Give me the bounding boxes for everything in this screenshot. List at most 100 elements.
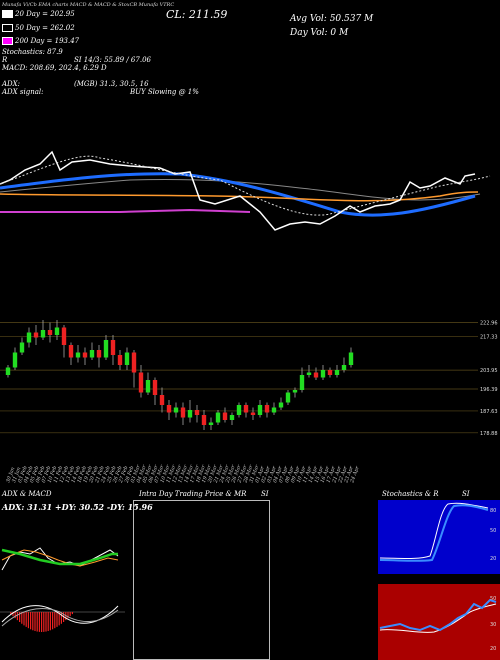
adx-label: ADX:	[2, 80, 21, 88]
candle-body	[40, 330, 46, 338]
avg-volume: Avg Vol: 50.537 M	[290, 14, 374, 24]
stochastics-text: Stochastics: 87.9	[2, 48, 63, 56]
price-axis-label: 222.96	[480, 321, 498, 327]
intraday-panel: Intra Day Trading Price & MR SI	[133, 490, 270, 660]
macd-histogram-bar	[43, 612, 45, 632]
candle-body	[264, 405, 270, 413]
candle-body	[334, 370, 340, 375]
ma50-line	[0, 155, 491, 216]
date-tick-label: 12 Feb	[59, 465, 71, 483]
date-tick-label: 26 Feb	[112, 465, 124, 484]
date-tick-label: 21 Feb	[94, 465, 106, 484]
candle-body	[222, 412, 228, 420]
macd-histogram-bar	[60, 612, 62, 624]
candle-body	[82, 352, 88, 358]
date-tick-label: 24 Feb	[100, 465, 112, 484]
date-tick-label: 30 Jan	[5, 466, 16, 483]
candle-body	[54, 327, 60, 335]
candle-body	[320, 370, 326, 378]
date-tick-label: 20 Feb	[88, 465, 100, 484]
panel-title-adx-macd: ADX & MACD	[2, 490, 52, 498]
rsi-50: 50	[490, 596, 496, 602]
candle-body	[19, 342, 25, 353]
date-tick-label: 31 Jan	[11, 466, 22, 483]
candle-body	[110, 340, 116, 355]
candle-body	[243, 405, 249, 413]
date-tick-label: 01 Apr	[254, 465, 266, 484]
candle-body	[306, 372, 312, 375]
ma-grey-line	[0, 178, 481, 201]
candle-body	[257, 405, 263, 415]
price-axis-label: 187.63	[480, 409, 498, 415]
date-tick-label: 06 Feb	[35, 465, 47, 483]
candle-body	[96, 350, 102, 358]
ma200-label: 200 Day = 193.47	[15, 37, 80, 45]
candle-body	[327, 370, 333, 375]
ma20-line	[0, 150, 476, 231]
adx-macd-svg	[0, 547, 125, 632]
macd-histogram-bar	[12, 612, 14, 617]
candle-body	[89, 350, 95, 358]
date-tick-label: 10 Feb	[47, 465, 59, 483]
candle-body	[250, 412, 256, 415]
candle-body	[173, 407, 179, 413]
candle-body	[285, 392, 291, 403]
ma50-swatch	[2, 24, 13, 32]
macd-histogram-bar	[47, 612, 49, 632]
candle-body	[68, 345, 74, 358]
macd-histogram-bar	[16, 612, 18, 621]
macd-histogram-bar	[45, 612, 47, 632]
date-tick-label: 25 Feb	[106, 465, 118, 484]
chart-header: Munafa Vi/Cb EMA charts MACD & MACD & St…	[2, 2, 175, 8]
macd-histogram-bar	[38, 612, 40, 632]
stoch-k-line	[379, 502, 489, 559]
macd-histogram-bar	[27, 612, 29, 629]
dy-line	[1, 549, 119, 567]
panel-title-stoch: Stochastics & R	[382, 490, 439, 498]
macd-line	[1, 605, 119, 624]
price-axis-label: 217.33	[480, 335, 498, 341]
rsi-20: 20	[490, 646, 496, 652]
macd-histogram-bar	[52, 612, 54, 630]
candle-body	[131, 352, 137, 373]
price-axis-label: 178.88	[480, 431, 498, 437]
price-axis-label: 203.95	[480, 368, 498, 374]
stoch-50: 50	[490, 528, 496, 534]
candle-body	[180, 407, 186, 418]
candle-body	[187, 410, 193, 418]
date-tick-label: 18 Feb	[76, 465, 88, 483]
legend-ma50: 50 Day = 262.02	[2, 24, 75, 32]
date-tick-label: 04 Apr	[272, 465, 284, 484]
stoch-d-line	[379, 504, 489, 562]
date-tick-label: 19 Feb	[82, 465, 94, 483]
price-chart: 222.96 217.33 203.95 196.39 187.63 178.88 30 …	[0, 320, 498, 485]
ma-blue-line	[0, 172, 476, 217]
date-tick-label: 09 Apr	[290, 465, 302, 484]
rsi-values: SI 14/3: 55.89 / 67.06	[74, 56, 151, 64]
date-tick-label: 03 Apr	[266, 465, 278, 484]
macd-histogram-bar	[10, 612, 12, 615]
date-tick-label: 11 Feb	[53, 465, 65, 483]
adx-values-display: ADX: 31.31 +DY: 30.52 -DY: 15.96	[2, 502, 153, 512]
panel-title-si: SI	[261, 490, 269, 498]
date-tick-label: 11 Apr	[302, 465, 314, 484]
date-tick-label: 04 Feb	[23, 465, 35, 483]
macd-histogram-bar	[14, 612, 16, 619]
date-tick-label: 14 Feb	[70, 465, 82, 483]
macd-histogram-bar	[71, 612, 73, 615]
candle-body	[271, 407, 277, 413]
candle-body	[215, 412, 221, 423]
candle-body	[152, 380, 158, 395]
candle-body	[75, 352, 81, 358]
candle-body	[313, 372, 319, 378]
candle-body	[236, 405, 242, 415]
candle-body	[61, 327, 67, 345]
candle-body	[145, 380, 151, 393]
ma-chart	[0, 150, 491, 231]
macd-histogram-bar	[67, 612, 69, 619]
panel-title-si2: SI	[462, 490, 470, 498]
date-tick-label: 10 Apr	[296, 465, 308, 484]
stochastics-panel: Stochastics & R SI 80 50 20 50 30 20	[378, 490, 500, 660]
panel-title-intraday: Intra Day Trading Price & MR	[139, 490, 247, 498]
date-tick-label: 05 Feb	[29, 465, 41, 483]
